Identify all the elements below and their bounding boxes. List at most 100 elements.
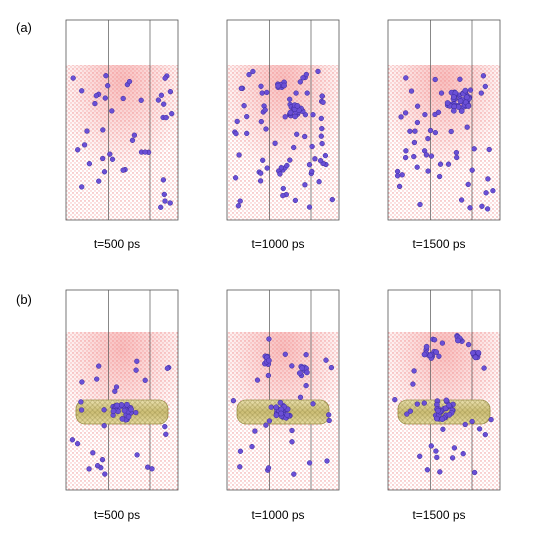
cluster-particle xyxy=(444,100,451,106)
solute-particle xyxy=(292,197,299,204)
solute-particle xyxy=(237,448,244,454)
solute-particle xyxy=(246,71,252,78)
solute-particle xyxy=(402,154,409,161)
solute-particle xyxy=(302,182,308,188)
nanotube-mesh xyxy=(398,400,490,424)
solute-particle xyxy=(126,78,133,85)
solute-particle xyxy=(440,426,446,432)
solute-particle xyxy=(414,401,420,407)
solute-particle xyxy=(78,399,84,405)
solute-particle xyxy=(101,169,108,175)
solute-particle xyxy=(264,89,270,96)
solute-particle xyxy=(303,71,309,78)
solute-particle xyxy=(437,161,444,167)
cluster-particle xyxy=(458,108,465,114)
solute-particle xyxy=(323,357,329,363)
solute-particle xyxy=(277,171,283,177)
solute-particle xyxy=(319,140,325,147)
caption-b-1: t=500 ps xyxy=(93,508,141,522)
solute-particle xyxy=(282,114,288,120)
row-b-label: (b) xyxy=(16,292,32,307)
solute-particle xyxy=(149,466,155,472)
solute-particle xyxy=(407,128,413,134)
solute-particle xyxy=(272,140,278,146)
solute-particle xyxy=(96,363,102,369)
solute-particle xyxy=(158,204,164,210)
solute-particle xyxy=(451,445,458,451)
cluster-particle xyxy=(443,397,450,404)
solute-particle xyxy=(260,157,266,163)
cluster-particle xyxy=(114,402,120,409)
solute-particle xyxy=(297,79,303,85)
solute-particle xyxy=(164,365,171,371)
solute-particle xyxy=(96,178,102,184)
solute-particle xyxy=(469,167,475,173)
solute-particle xyxy=(318,115,324,122)
solute-particle xyxy=(254,377,261,383)
solute-particle xyxy=(425,168,431,174)
solute-particle xyxy=(250,68,256,75)
solute-particle xyxy=(414,103,421,109)
solute-particle xyxy=(297,394,304,400)
solute-particle xyxy=(488,416,494,423)
solute-particle xyxy=(304,90,310,96)
solute-particle xyxy=(431,337,438,343)
solute-particle xyxy=(408,88,415,94)
cluster-particle xyxy=(125,413,132,420)
solute-particle xyxy=(107,151,113,157)
solute-particle xyxy=(109,156,116,162)
solute-particle xyxy=(291,144,297,151)
solute-particle xyxy=(309,168,315,175)
solute-particle xyxy=(402,110,409,116)
cluster-particle xyxy=(450,94,457,100)
caption-a-1: t=500 ps xyxy=(93,237,141,251)
solute-particle xyxy=(303,352,309,358)
solute-particle xyxy=(320,99,326,105)
solute-particle xyxy=(120,167,126,173)
cluster-particle xyxy=(284,412,291,418)
solute-particle xyxy=(287,96,293,102)
solute-particle xyxy=(81,142,88,148)
solute-particle xyxy=(427,127,434,134)
solute-particle xyxy=(454,154,460,161)
solute-particle xyxy=(86,161,93,167)
water-glow xyxy=(66,65,178,220)
cluster-particle xyxy=(446,402,452,409)
panel-a-3 xyxy=(387,19,501,221)
solute-particle xyxy=(445,161,452,167)
solute-particle xyxy=(233,130,239,137)
cluster-particle xyxy=(446,411,453,418)
solute-particle xyxy=(162,198,168,204)
solute-particle xyxy=(133,367,139,373)
solute-particle xyxy=(467,87,474,93)
solute-particle xyxy=(92,100,98,107)
solute-particle xyxy=(428,443,434,449)
solute-particle xyxy=(100,127,106,133)
solute-particle xyxy=(471,146,477,152)
solute-particle xyxy=(414,164,420,170)
solute-particle xyxy=(78,407,85,413)
solute-particle xyxy=(479,203,485,209)
solute-particle xyxy=(244,130,250,137)
cluster-particle xyxy=(462,87,469,94)
solute-particle xyxy=(482,431,488,438)
solute-particle xyxy=(238,85,244,92)
solute-particle xyxy=(411,153,417,160)
solute-particle xyxy=(438,90,445,96)
solute-particle xyxy=(484,206,491,212)
solute-particle xyxy=(417,453,423,459)
solute-particle xyxy=(113,384,120,390)
solute-particle xyxy=(410,381,416,387)
cluster-particle xyxy=(465,103,472,109)
solute-particle xyxy=(266,336,272,342)
solute-particle xyxy=(79,184,85,190)
solute-particle xyxy=(70,75,76,81)
solute-particle xyxy=(163,431,169,437)
solute-particle xyxy=(232,175,239,181)
solute-particle xyxy=(433,448,439,454)
solute-particle xyxy=(469,418,475,425)
water-glow xyxy=(388,65,500,220)
solute-particle xyxy=(399,172,405,178)
cluster-particle xyxy=(439,416,446,423)
solute-particle xyxy=(100,155,106,162)
